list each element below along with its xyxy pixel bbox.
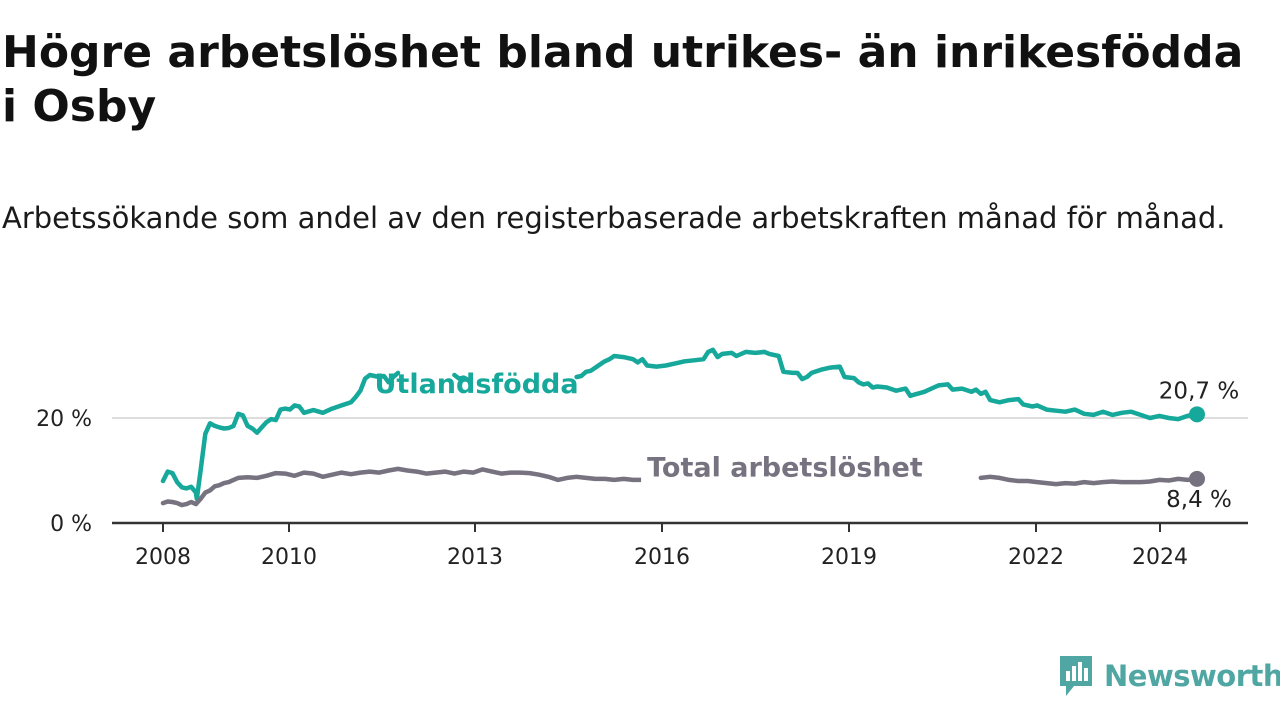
- x-tick-label: 2008: [135, 545, 191, 570]
- x-tick-label: 2024: [1132, 545, 1188, 570]
- x-tick-label: 2010: [261, 545, 317, 570]
- x-tick-label: 2019: [821, 545, 877, 570]
- series-line-utlandsfödda: [452, 372, 471, 383]
- series-line-utlandsfödda: [574, 347, 1200, 422]
- end-point-total-arbetslöshet: [1189, 470, 1205, 487]
- end-value-label: 20,7 %: [1159, 378, 1239, 404]
- end-value-label: 8,4 %: [1166, 487, 1232, 513]
- series-line-total-arbetslöshet: [978, 474, 1200, 487]
- series-line-total-arbetslöshet: [160, 466, 673, 508]
- x-tick-label: 2013: [447, 545, 503, 570]
- series-line-utlandsfödda: [160, 370, 401, 502]
- y-tick-label: 20 %: [36, 407, 92, 432]
- x-tick-label: 2022: [1008, 545, 1064, 570]
- chart-title: Högre arbetslöshet bland utrikes- än inr…: [2, 27, 1244, 132]
- label-layer: 0 % 20 % 2008 2010 2013 2016 2019 2022 2024 20,7 …: [36, 369, 1239, 570]
- brand-name: Newsworthy: [1104, 659, 1280, 693]
- series-label-utlandsfödda: Utlandsfödda: [375, 369, 579, 400]
- newsworthy-chart-bubble-icon: [1060, 656, 1092, 696]
- newsworthy-logo[interactable]: Newsworthy: [1058, 654, 1280, 698]
- x-tick-label: 2016: [634, 545, 690, 570]
- series-label-halo: [641, 452, 924, 487]
- chart-subtitle: Arbetssökande som andel av den registerb…: [2, 201, 1226, 235]
- y-tick-label: 0 %: [50, 512, 92, 537]
- end-point-utlandsfödda: [1189, 406, 1205, 423]
- grid-layer: [112, 417, 1248, 532]
- series-label-total-arbetslöshet: Total arbetslöshet: [647, 452, 923, 483]
